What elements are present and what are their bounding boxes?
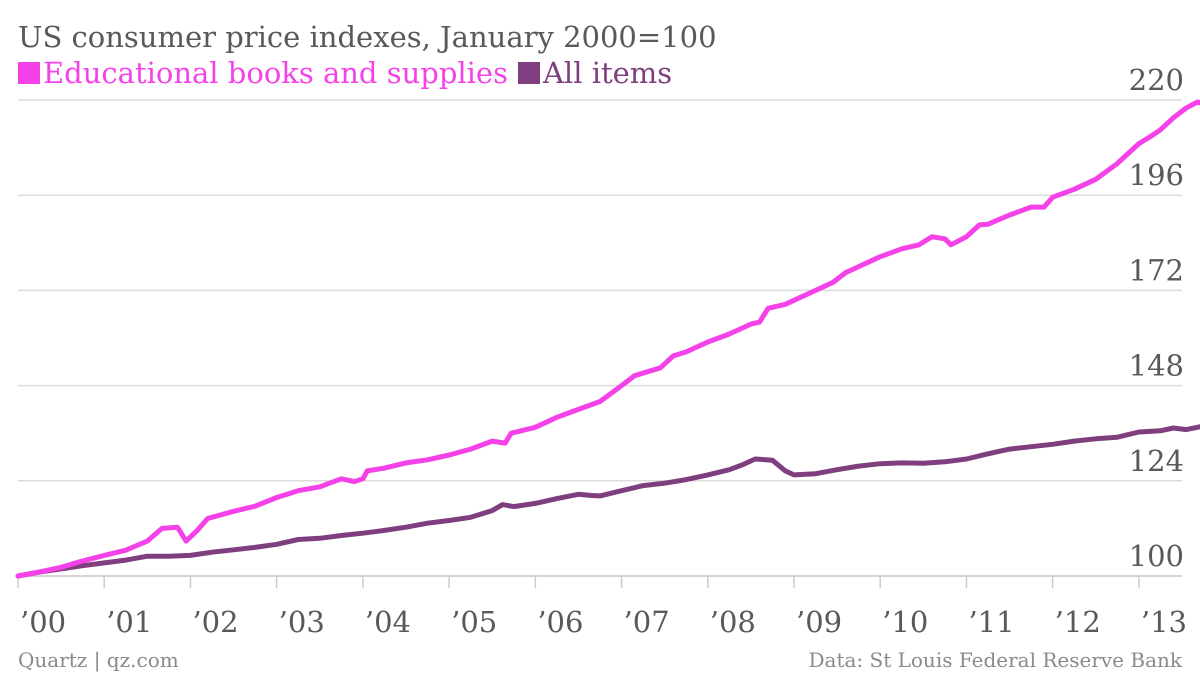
y-tick-label-124: 124 <box>1129 444 1184 478</box>
y-tick-label-220: 220 <box>1129 63 1184 97</box>
legend-item-all-items: All items <box>517 56 673 90</box>
y-tick-label-172: 172 <box>1129 253 1184 287</box>
x-tick-label-2003: ’03 <box>279 605 325 639</box>
legend-label-educational: Educational books and supplies <box>43 56 508 90</box>
x-tick-label-2010: ’10 <box>882 605 928 639</box>
legend-label-all-items: All items <box>542 56 673 90</box>
y-tick-label-100: 100 <box>1129 539 1184 573</box>
y-tick-label-148: 148 <box>1129 349 1184 383</box>
legend-swatch-educational <box>18 62 40 84</box>
x-tick-label-2002: ’02 <box>192 605 238 639</box>
legend-item-educational: Educational books and supplies <box>18 56 508 90</box>
legend-swatch-all-items <box>517 62 540 84</box>
footer-data-source: Data: St Louis Federal Reserve Bank <box>808 648 1183 672</box>
footer-credit: Quartz | qz.com <box>18 648 179 672</box>
x-tick-label-2012: ’12 <box>1055 605 1101 639</box>
x-tick-label-2008: ’08 <box>710 605 756 639</box>
series-line-educational-books <box>15 99 1200 579</box>
x-tick-label-2011: ’11 <box>968 605 1014 639</box>
x-tick-label-2005: ’05 <box>451 605 497 639</box>
x-tick-label-2006: ’06 <box>537 605 583 639</box>
x-tick-label-2007: ’07 <box>624 605 670 639</box>
legend: Educational books and supplies All items <box>18 56 682 90</box>
x-tick-label-2009: ’09 <box>796 605 842 639</box>
x-tick-label-2001: ’01 <box>106 605 152 639</box>
x-tick-label-2000: ’00 <box>20 605 66 639</box>
x-tick-label-2013: ’13 <box>1141 605 1187 639</box>
y-tick-label-196: 196 <box>1129 158 1184 192</box>
x-tick-label-2004: ’04 <box>365 605 411 639</box>
series-line-all-items <box>15 424 1200 579</box>
chart-title: US consumer price indexes, January 2000=… <box>18 20 717 54</box>
